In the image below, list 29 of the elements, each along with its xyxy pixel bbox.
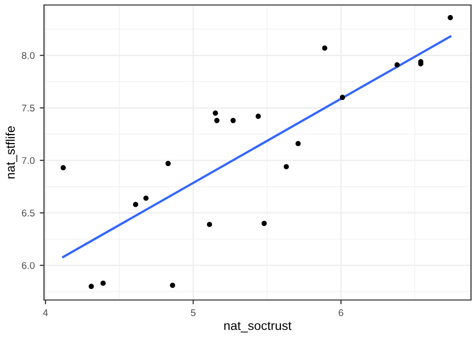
point [394, 62, 400, 68]
x-tick-label: 6 [338, 309, 344, 316]
x-tick-label: 5 [190, 309, 196, 316]
point [88, 284, 94, 289]
point [230, 118, 236, 124]
y-tick-label: 8.0 [22, 52, 35, 60]
point [170, 282, 176, 288]
point [166, 160, 171, 166]
point [100, 280, 106, 286]
y-tick-label: 7.5 [22, 104, 35, 112]
y-tick-label: 7.0 [22, 157, 35, 164]
y-tick-label: 6.0 [22, 262, 35, 269]
point [133, 202, 138, 208]
point [212, 110, 218, 116]
point [143, 196, 149, 201]
y-axis-title: nat_stflife [6, 126, 18, 178]
point [448, 15, 453, 20]
y-tick-label: 6.5 [22, 210, 35, 216]
point [256, 114, 261, 119]
x-tick-label: 4 [43, 309, 48, 316]
x-axis-title: nat_soctrust [224, 322, 292, 332]
point [262, 220, 267, 226]
point [322, 45, 328, 51]
point [340, 94, 346, 100]
point [284, 164, 289, 170]
point [206, 222, 212, 228]
point [296, 140, 301, 146]
point [60, 165, 66, 170]
point [214, 118, 220, 124]
